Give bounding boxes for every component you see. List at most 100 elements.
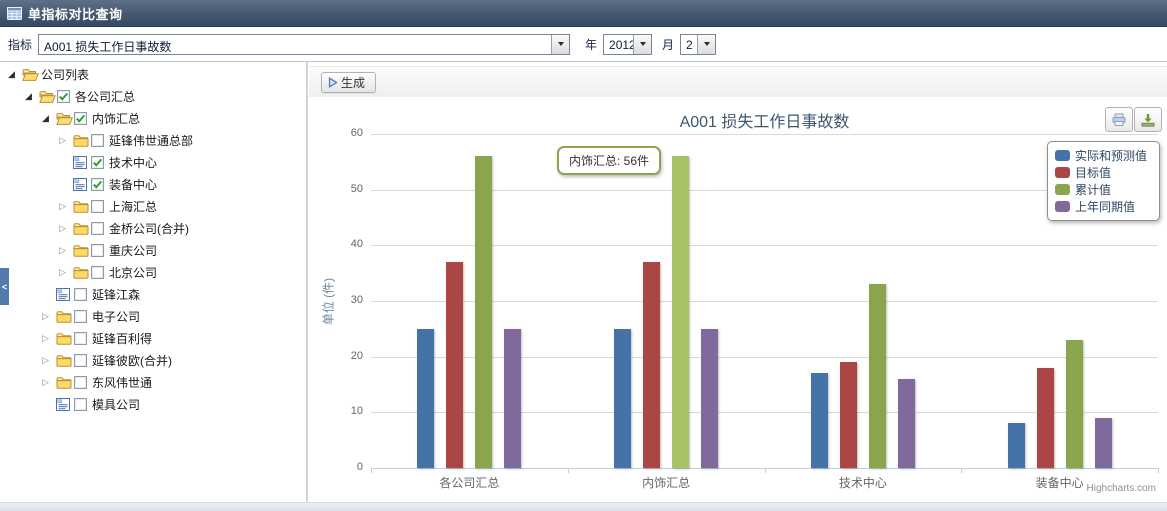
print-button[interactable] xyxy=(1105,107,1133,132)
folder-open-icon xyxy=(22,68,40,81)
title-bar: 单指标对比查询 xyxy=(0,0,1167,27)
highcharts-chart: A001 损失工作日事故数 xyxy=(308,97,1167,511)
bar-累计值-各公司汇总[interactable] xyxy=(475,156,493,468)
chevron-down-icon[interactable] xyxy=(633,34,652,54)
tree-node-label[interactable]: 东风伟世通 xyxy=(92,375,153,390)
bar-目标值-各公司汇总[interactable] xyxy=(446,262,464,468)
download-button[interactable] xyxy=(1134,107,1162,132)
checkbox-checked[interactable] xyxy=(91,177,108,191)
expand-arrow-icon[interactable]: ▷ xyxy=(42,354,49,365)
leaf-icon xyxy=(56,287,74,301)
legend-item-目标值[interactable]: 目标值 xyxy=(1055,164,1152,181)
bar-上年同期值-装备中心[interactable] xyxy=(1094,417,1112,468)
plot-area xyxy=(371,134,1159,473)
bar-实际和预测值-各公司汇总[interactable] xyxy=(417,328,435,468)
tree-node-label[interactable]: 延锋百利得 xyxy=(92,331,153,346)
legend-label: 累计值 xyxy=(1075,183,1112,197)
tree-node-label[interactable]: 延锋江森 xyxy=(92,287,141,302)
bottom-scroll-strip[interactable] xyxy=(0,502,1167,511)
tree-node: ▷ 上海汇总 xyxy=(59,195,157,217)
tree-node-label[interactable]: 北京公司 xyxy=(109,265,158,280)
legend-label: 实际和预测值 xyxy=(1075,149,1148,163)
bar-上年同期值-技术中心[interactable] xyxy=(897,378,915,468)
expand-arrow-icon[interactable]: ▷ xyxy=(42,310,49,321)
collapse-arrow-icon[interactable]: ◢ xyxy=(8,68,15,79)
checkbox-unchecked[interactable] xyxy=(74,375,91,389)
tree-node-label[interactable]: 技术中心 xyxy=(109,155,158,170)
indicator-select[interactable]: A001 损失工作日事故数 xyxy=(38,33,571,55)
legend-item-累计值[interactable]: 累计值 xyxy=(1055,181,1152,198)
folder-open-icon xyxy=(39,90,57,103)
checkbox-checked[interactable] xyxy=(57,89,74,103)
tree-node-label[interactable]: 延锋伟世通总部 xyxy=(109,133,194,148)
collapse-arrow-icon[interactable]: ◢ xyxy=(25,90,32,101)
checkbox-unchecked[interactable] xyxy=(74,397,91,411)
chevron-down-icon[interactable] xyxy=(551,34,570,54)
legend-item-实际和预测值[interactable]: 实际和预测值 xyxy=(1055,147,1152,164)
generate-button[interactable]: 生成 xyxy=(321,71,377,93)
indicator-select-value: A001 损失工作日事故数 xyxy=(44,39,172,54)
bar-目标值-技术中心[interactable] xyxy=(839,362,857,468)
expand-arrow-icon[interactable]: ▷ xyxy=(59,200,66,211)
checkbox-unchecked[interactable] xyxy=(91,243,108,257)
expand-arrow-icon[interactable]: ▷ xyxy=(59,134,66,145)
checkbox-unchecked[interactable] xyxy=(74,287,91,301)
tree-node-label[interactable]: 重庆公司 xyxy=(109,243,158,258)
tree-node-label[interactable]: 上海汇总 xyxy=(109,199,158,214)
bar-累计值-装备中心[interactable] xyxy=(1065,339,1083,468)
checkbox-unchecked[interactable] xyxy=(74,331,91,345)
tree-node-label[interactable]: 模具公司 xyxy=(92,397,141,412)
highcharts-credit[interactable]: Highcharts.com xyxy=(1086,483,1156,494)
tree-node-label[interactable]: 各公司汇总 xyxy=(75,89,136,104)
tree-node: ◢ 各公司汇总 xyxy=(25,85,135,107)
legend-label: 目标值 xyxy=(1075,166,1112,180)
expand-arrow-icon[interactable]: ▷ xyxy=(42,376,49,387)
bar-累计值-内饰汇总[interactable] xyxy=(672,156,690,468)
chevron-down-icon[interactable] xyxy=(697,34,716,54)
tree-node-label[interactable]: 装备中心 xyxy=(109,177,158,192)
bar-上年同期值-各公司汇总[interactable] xyxy=(504,328,522,468)
chart-panel: 生成 A001 损失工作日事故数 xyxy=(307,62,1167,511)
expand-arrow-icon[interactable]: ▷ xyxy=(59,266,66,277)
bar-实际和预测值-装备中心[interactable] xyxy=(1007,423,1025,468)
checkbox-unchecked[interactable] xyxy=(91,133,108,147)
expand-arrow-icon[interactable]: ▷ xyxy=(42,332,49,343)
tree-node-label[interactable]: 公司列表 xyxy=(41,67,90,82)
tree-node-label[interactable]: 延锋彼欧(合并) xyxy=(92,353,172,368)
checkbox-checked[interactable] xyxy=(91,155,108,169)
month-select-value: 2 xyxy=(686,37,693,52)
legend-item-上年同期值[interactable]: 上年同期值 xyxy=(1055,198,1152,215)
bar-实际和预测值-技术中心[interactable] xyxy=(810,373,828,468)
checkbox-unchecked[interactable] xyxy=(74,309,91,323)
checkbox-unchecked[interactable] xyxy=(91,199,108,213)
x-axis-tick xyxy=(567,468,569,473)
checkbox-unchecked[interactable] xyxy=(74,353,91,367)
legend-symbol xyxy=(1055,201,1070,212)
x-axis-tick xyxy=(371,468,372,473)
year-select[interactable]: 2012 xyxy=(603,33,653,55)
checkbox-unchecked[interactable] xyxy=(91,265,108,279)
tree-node-label[interactable]: 金桥公司(合并) xyxy=(109,221,189,236)
y-axis-tick-label: 50 xyxy=(350,182,363,195)
bar-目标值-内饰汇总[interactable] xyxy=(643,262,661,468)
checkbox-checked[interactable] xyxy=(74,111,91,125)
month-select[interactable]: 2 xyxy=(680,33,717,55)
expand-arrow-icon[interactable]: ▷ xyxy=(59,222,66,233)
checkbox-unchecked[interactable] xyxy=(91,221,108,235)
bar-实际和预测值-内饰汇总[interactable] xyxy=(614,328,632,468)
tree-node-label[interactable]: 电子公司 xyxy=(92,309,141,324)
bar-累计值-技术中心[interactable] xyxy=(868,284,886,468)
expand-arrow-icon[interactable]: ▷ xyxy=(59,244,66,255)
bar-上年同期值-内饰汇总[interactable] xyxy=(701,328,719,468)
collapse-arrow-icon[interactable]: ◢ xyxy=(42,112,49,123)
tree-node-label[interactable]: 内饰汇总 xyxy=(92,111,141,126)
panel-collapse-handle[interactable]: < xyxy=(0,268,9,305)
indicator-label: 指标 xyxy=(8,37,33,52)
month-label: 月 xyxy=(662,37,675,52)
legend-symbol xyxy=(1055,150,1070,161)
chart-toolbar: 生成 xyxy=(309,66,1167,98)
gridline xyxy=(371,245,1158,247)
x-axis-category-label: 内饰汇总 xyxy=(642,476,691,490)
bar-目标值-装备中心[interactable] xyxy=(1036,367,1054,468)
legend-symbol xyxy=(1055,167,1070,178)
